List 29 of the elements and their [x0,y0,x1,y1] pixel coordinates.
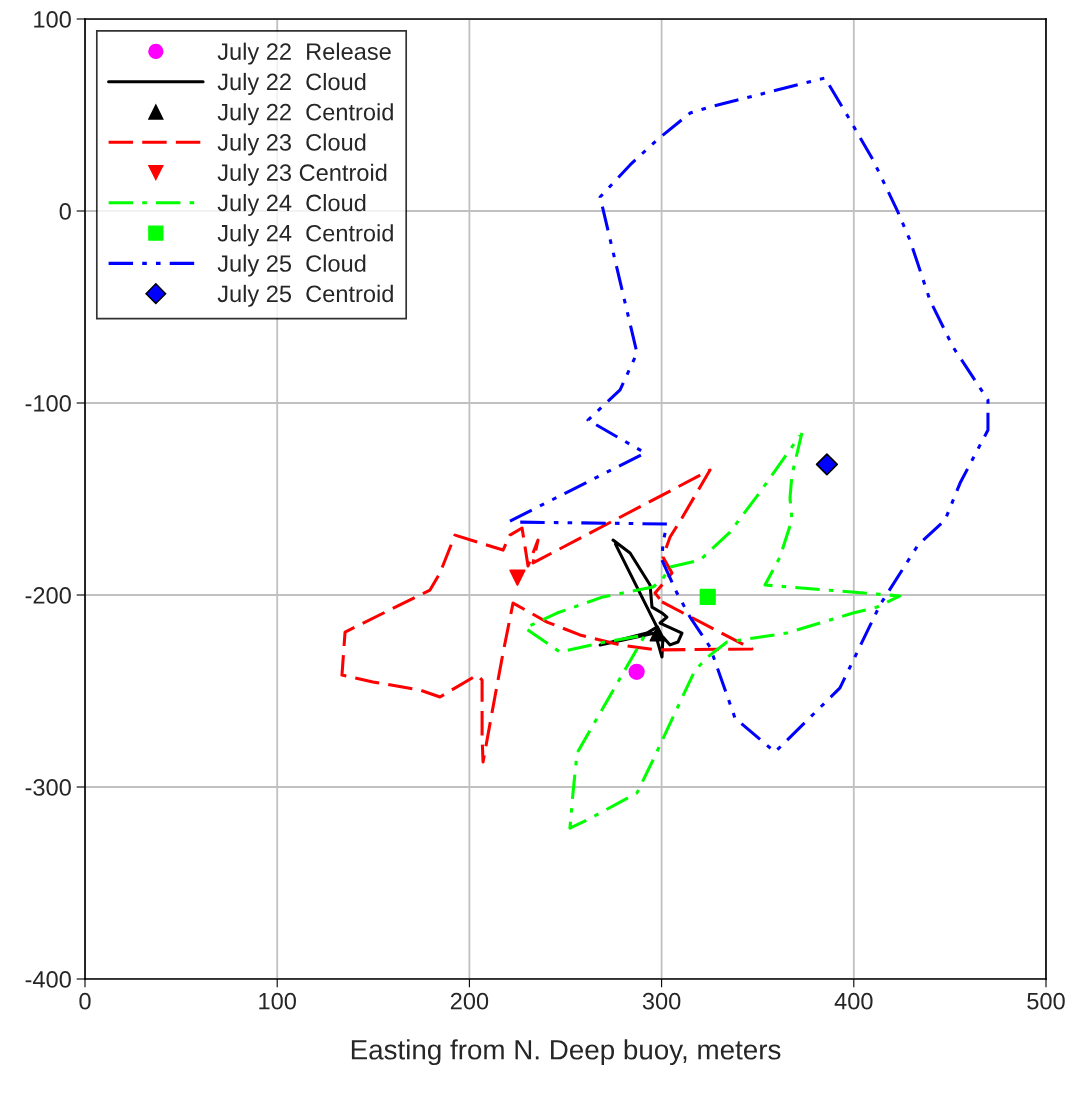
line-series [340,468,754,764]
point [509,569,526,586]
y-tick-label: 0 [59,203,71,220]
x-tick-label: 500 [1027,992,1065,1010]
legend-label: July 23 Cloud [217,133,366,156]
y-tick-label: -200 [25,587,71,604]
x-axis-title: Easting from N. Deep buoy, meters [351,1039,781,1066]
y-tick-label: 100 [34,11,71,28]
legend-label: July 23 Centroid [217,163,387,186]
y-tick-label: -300 [25,779,71,796]
x-tick-label: 100 [259,992,296,1010]
point [699,588,716,606]
y-tick-label: -400 [25,971,71,988]
legend-label: July 24 Centroid [217,224,393,247]
point [815,453,839,476]
line-series [508,76,990,754]
legend-label: July 25 Cloud [217,254,366,277]
legend-label: July 22 Centroid [217,103,393,126]
legend-label: July 22 Cloud [217,72,366,95]
point [628,663,645,680]
x-tick-label: 300 [642,992,681,1010]
x-tick-label: 200 [450,992,489,1010]
point [649,625,666,642]
y-tick-label: -100 [25,395,71,412]
x-tick-label: 400 [834,992,873,1010]
legend-label: July 22 Release [217,42,391,65]
legend-label: July 25 Centroid [217,284,393,307]
x-tick-label: 0 [79,992,91,1010]
legend-label: July 24 Cloud [217,193,366,216]
